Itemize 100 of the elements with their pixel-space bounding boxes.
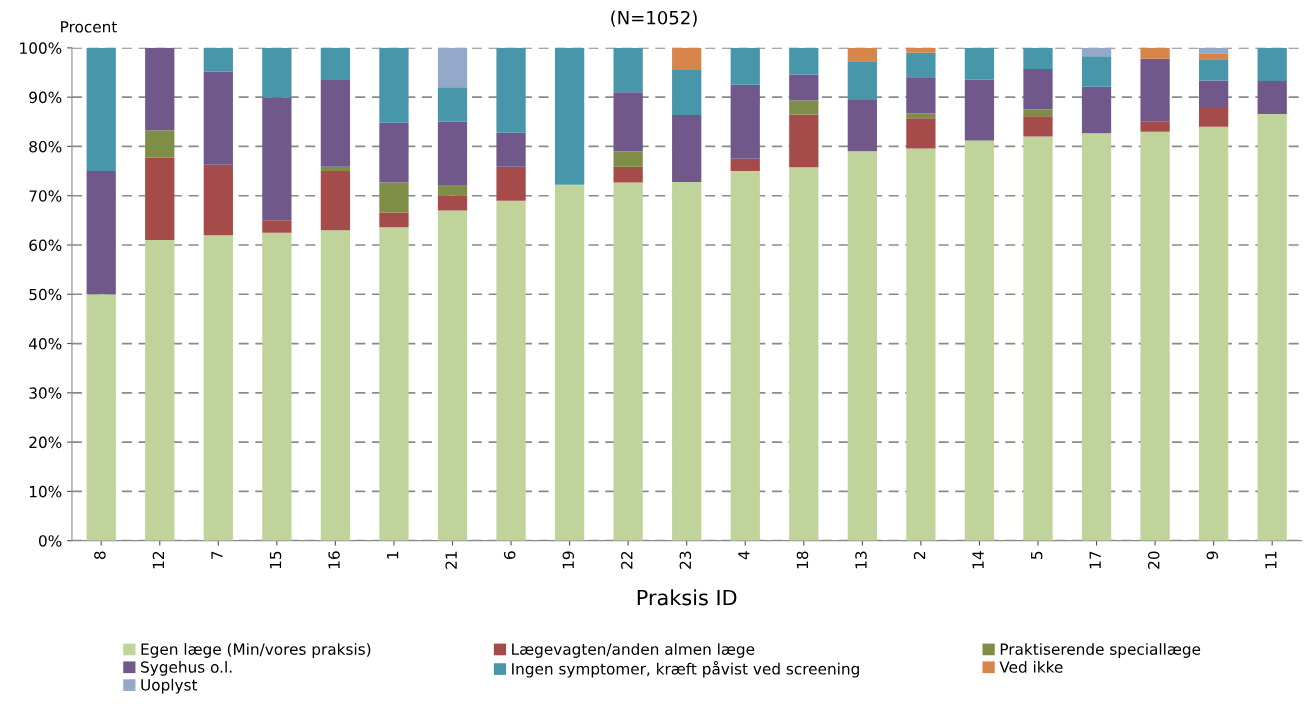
x-tick-label: 20: [1147, 551, 1160, 569]
bar: [789, 114, 819, 168]
bar: [847, 151, 877, 541]
bar: [320, 171, 351, 231]
y-axis-title: Procent: [61, 21, 117, 33]
bar: [613, 182, 643, 541]
bar: [1140, 47, 1170, 59]
bar: [847, 47, 877, 62]
bar: [1081, 133, 1112, 541]
x-tick-label: 16: [328, 551, 340, 569]
bar: [613, 166, 643, 183]
bar: [320, 79, 351, 167]
bar: [730, 84, 760, 159]
y-tick-label: 70%: [29, 190, 62, 202]
bar: [437, 47, 468, 88]
bar: [262, 220, 292, 233]
bar: [554, 184, 585, 541]
y-tick-label: 20%: [29, 436, 62, 449]
bar: [262, 232, 292, 541]
x-axis-title: Praksis ID: [637, 589, 737, 606]
bar: [203, 71, 233, 165]
bar: [672, 181, 702, 541]
bar: [1140, 121, 1170, 132]
bar: [906, 47, 936, 53]
bar: [1257, 47, 1287, 81]
bar: [145, 157, 175, 241]
bar: [320, 47, 351, 80]
bar: [1199, 47, 1229, 54]
bar: [906, 148, 936, 541]
bar: [906, 113, 936, 119]
y-tick-label: 0%: [38, 535, 62, 547]
bar: [906, 52, 936, 78]
legend-label: Sygehus o.l.: [141, 660, 232, 676]
bar: [613, 151, 643, 167]
bar: [906, 118, 936, 149]
x-tick-label: 19: [562, 551, 575, 569]
x-tick-label: 14: [972, 551, 984, 569]
bar: [789, 100, 819, 115]
bar: [496, 200, 526, 541]
legend-label: Uoplyst: [141, 678, 198, 694]
legend-label: Egen læge (Min/vores praksis): [141, 643, 371, 658]
bar: [379, 47, 409, 123]
bar: [964, 47, 995, 80]
bar: [320, 230, 351, 541]
bar: [730, 171, 760, 541]
x-tick-label: 23: [679, 551, 692, 569]
y-tick-label: 30%: [29, 387, 62, 399]
bar: [437, 121, 468, 186]
bar: [496, 47, 526, 133]
bar: [1199, 53, 1229, 60]
bar: [789, 47, 819, 75]
bar: [672, 47, 702, 71]
y-tick-label: 80%: [29, 140, 62, 153]
x-tick-label: 12: [152, 551, 164, 569]
y-tick-label: 50%: [29, 288, 62, 301]
bar: [1140, 58, 1170, 122]
bar: [1023, 47, 1053, 70]
bar: [262, 47, 292, 98]
bar: [262, 97, 292, 221]
bar: [437, 195, 468, 211]
bar: [379, 227, 409, 541]
x-tick-label: 9: [1206, 551, 1219, 560]
bar: [86, 294, 116, 541]
x-tick-label: 13: [855, 551, 867, 569]
chart-title: (N=1052): [611, 10, 697, 27]
bar: [437, 210, 468, 541]
bar: [145, 240, 175, 541]
x-tick-label: 8: [94, 551, 106, 560]
bar: [964, 79, 995, 141]
bar: [613, 47, 643, 93]
bar: [379, 122, 409, 183]
bar: [613, 92, 643, 152]
bar: [730, 158, 760, 172]
legend-label: Ingen symptomer, kræft påvist ved screening: [512, 660, 859, 678]
x-tick-label: 7: [211, 551, 223, 559]
bar: [1023, 109, 1053, 117]
bar: [496, 166, 526, 201]
bar: [145, 130, 175, 158]
bar: [1199, 59, 1229, 81]
bar: [437, 87, 468, 122]
x-tick-label: 17: [1089, 551, 1101, 569]
y-tick-label: 100%: [20, 42, 62, 54]
x-tick-label: 18: [796, 551, 809, 569]
bar: [1199, 126, 1229, 541]
bar: [672, 114, 702, 182]
bar: [379, 182, 409, 213]
bar: [145, 47, 175, 131]
bar: [789, 167, 819, 541]
bar: [1257, 113, 1287, 541]
bar: [964, 140, 995, 541]
x-tick-label: 11: [1265, 551, 1277, 569]
x-tick-label: 1: [387, 551, 399, 559]
bar: [1023, 116, 1053, 137]
bar: [1081, 86, 1112, 134]
bar: [1199, 80, 1229, 108]
bar: [847, 100, 877, 152]
bar: [1023, 69, 1053, 110]
bar: [1023, 136, 1053, 541]
bar: [672, 70, 702, 115]
bar: [437, 185, 468, 196]
